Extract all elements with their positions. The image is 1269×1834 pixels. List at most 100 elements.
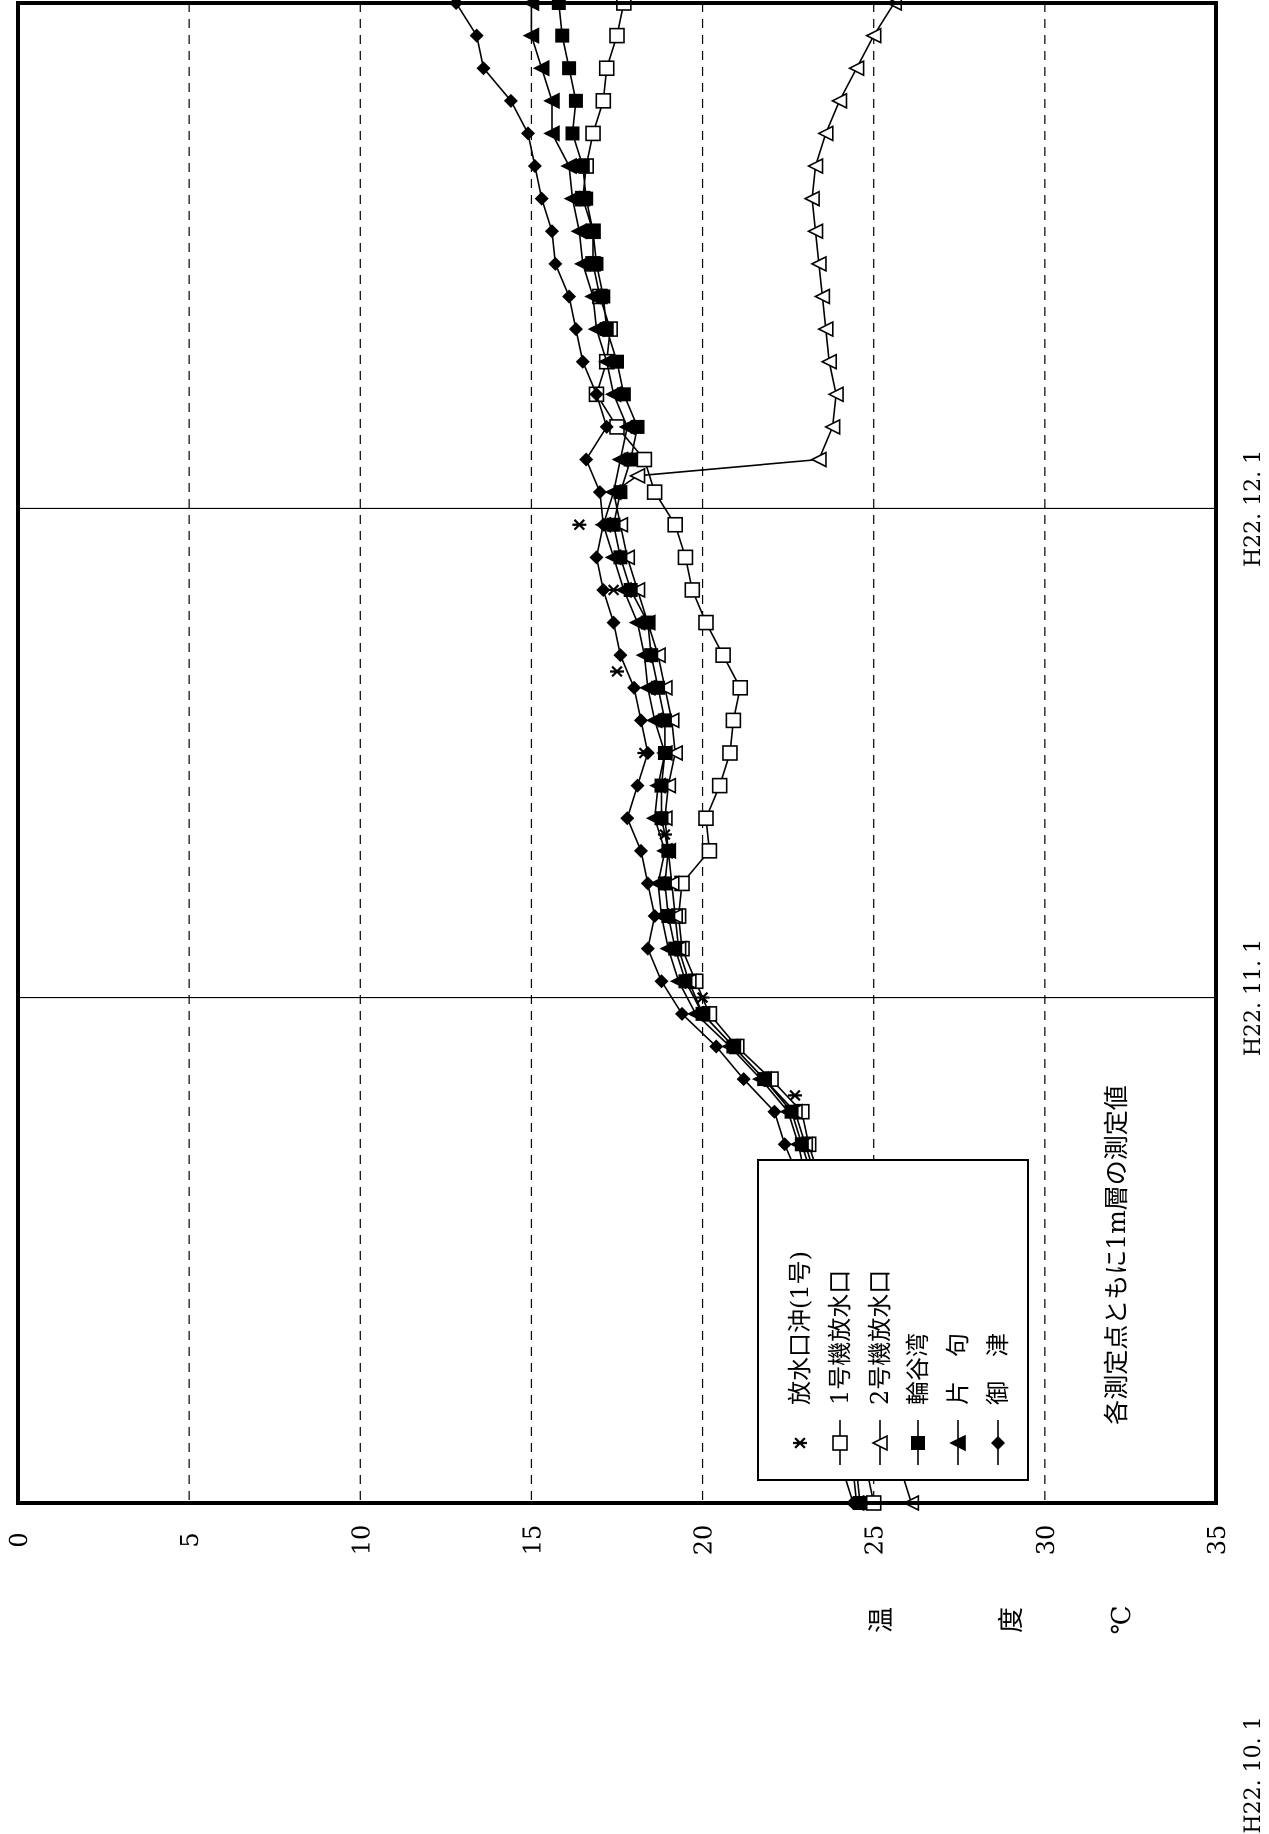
data-point [573, 255, 591, 273]
data-point [572, 519, 587, 531]
data-point [751, 1070, 769, 1088]
legend-label: 放水口沖(1号) [786, 1251, 814, 1405]
data-point [684, 582, 701, 598]
data-point [587, 320, 605, 338]
data-point [817, 125, 834, 142]
data-point [527, 159, 542, 174]
data-point [686, 1005, 704, 1023]
data-point [544, 224, 559, 239]
data-point [589, 387, 604, 402]
data-point [604, 483, 622, 501]
data-point [599, 419, 614, 434]
data-point [548, 256, 563, 271]
data-point [589, 550, 604, 565]
data-point [787, 1089, 802, 1102]
plot-frame [16, 1, 1218, 1505]
data-point [767, 1104, 782, 1119]
data-point [639, 679, 656, 697]
data-point [597, 353, 615, 370]
data-point [640, 876, 655, 891]
legend-item: 1号機放水口 [826, 1270, 854, 1465]
data-point [563, 190, 581, 207]
data-point [659, 940, 677, 957]
data-point [606, 615, 621, 630]
data-point [949, 1434, 966, 1452]
data-point [604, 549, 622, 566]
data-point [627, 680, 642, 695]
legend-label: 片 句 [944, 1333, 972, 1405]
data-point [911, 1436, 925, 1450]
legend-label: 輪谷湾 [904, 1333, 932, 1405]
legend-box [757, 1159, 1029, 1481]
data-point [666, 744, 683, 762]
data-point [640, 746, 655, 760]
legend-item: 放水口沖(1号) [786, 1251, 814, 1449]
data-point [521, 126, 536, 141]
y-tick-label: 35 [1203, 1525, 1231, 1556]
data-point [579, 191, 594, 206]
data-point [649, 777, 666, 794]
data-point [636, 451, 653, 468]
y-tick-label: 0 [5, 1532, 33, 1547]
data-point [613, 648, 628, 663]
data-point [575, 159, 590, 174]
data-point [864, 27, 882, 44]
data-point [598, 60, 615, 77]
data-point [654, 974, 669, 989]
data-point [832, 1435, 848, 1451]
data-point [817, 320, 834, 338]
data-point [675, 1006, 690, 1021]
data-point [649, 875, 666, 892]
y-axis-label-char: ℃ [1107, 1605, 1137, 1634]
data-point [568, 93, 583, 108]
data-point [640, 941, 655, 956]
legend-item: 輪谷湾 [904, 1333, 932, 1465]
data-point [560, 157, 577, 175]
y-axis-label-char: 度 [997, 1607, 1027, 1633]
data-point [656, 744, 673, 762]
data-point [656, 842, 673, 860]
data-point [810, 255, 827, 273]
tick-layer: 0 5 10 15 20 25 30 35 H22. 10. 1 H22. 11. 1 H22. 1… [5, 450, 1266, 1834]
data-point [604, 386, 622, 403]
data-point [633, 713, 648, 728]
data-point [630, 778, 645, 793]
data-point [610, 665, 624, 678]
y-tick-label: 10 [347, 1525, 375, 1556]
data-point [585, 125, 601, 142]
data-point [830, 92, 848, 110]
data-point [618, 418, 636, 436]
data-point [701, 843, 718, 859]
y-tick-label: 5 [176, 1532, 204, 1547]
data-point [534, 191, 549, 206]
data-point [820, 353, 838, 370]
data-point [847, 59, 865, 77]
data-point [620, 811, 635, 826]
y-tick-label: 25 [861, 1525, 889, 1556]
data-point [565, 126, 580, 141]
data-point [711, 777, 728, 794]
x-tick-label: H22. 12. 1 [1241, 450, 1266, 567]
legend-item: 2号機放水口 [866, 1270, 894, 1465]
data-point [871, 1434, 888, 1452]
data-point [476, 61, 491, 76]
data-point [645, 712, 663, 729]
data-point [628, 467, 646, 485]
data-point [793, 1437, 807, 1449]
data-point [615, 581, 632, 599]
data-point [562, 61, 577, 76]
data-point [667, 516, 683, 533]
data-point [677, 549, 694, 566]
data-point [803, 190, 820, 207]
legend-label: 2号機放水口 [866, 1270, 894, 1405]
y-tick-label: 15 [518, 1525, 546, 1556]
annotation-text: 各測定点ともに1m層の測定値 [1102, 1085, 1131, 1425]
data-point [543, 125, 560, 142]
data-point [568, 322, 583, 337]
data-point [633, 843, 648, 858]
data-point [579, 452, 594, 467]
data-point [635, 646, 653, 664]
data-point [611, 451, 629, 468]
legend-item: 御 津 [984, 1333, 1012, 1465]
data-point [609, 27, 625, 44]
